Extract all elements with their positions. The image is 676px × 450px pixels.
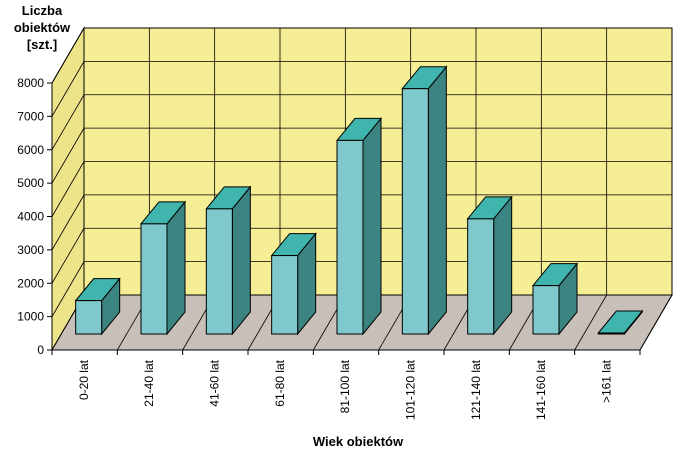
chart-bars <box>74 65 644 336</box>
y-tick-label: 8000 <box>17 76 44 90</box>
x-tick-label: 0-20 lat <box>77 359 91 400</box>
bar-8 <box>597 309 644 336</box>
y-axis-label-line-2: obiektów <box>14 20 71 35</box>
x-tick-label: 61-80 lat <box>273 359 287 406</box>
bar-2 <box>205 185 252 336</box>
y-tick-label: 0 <box>37 343 44 357</box>
bar-front <box>401 88 429 335</box>
y-tick-label: 6000 <box>17 143 44 157</box>
bar-3 <box>270 232 317 336</box>
bar-1 <box>139 200 187 336</box>
bar-front <box>597 332 625 335</box>
y-axis-label-line-1: Liczba <box>22 3 63 18</box>
y-axis-label-line-3: [szt.] <box>27 37 57 52</box>
bar-front <box>336 139 364 335</box>
y-tick-label: 7000 <box>17 109 44 123</box>
bar-side <box>362 117 382 336</box>
y-tick-label: 3000 <box>17 243 44 257</box>
bar-side <box>427 65 447 336</box>
x-tick-label: 21-40 lat <box>142 359 156 406</box>
gridline-side <box>51 94 85 150</box>
floor-divider <box>574 294 608 351</box>
gridline-side <box>51 194 85 251</box>
bar-0 <box>74 277 121 336</box>
bar-6 <box>466 195 513 336</box>
bar-front <box>140 223 168 335</box>
x-tick-label: 121-140 lat <box>469 359 483 420</box>
chart-axes <box>47 82 641 355</box>
bar-5 <box>401 65 448 336</box>
floor-divider <box>639 294 673 351</box>
bar-7 <box>531 262 579 336</box>
gridline-side <box>51 261 85 317</box>
x-axis-label: Wiek obiektów <box>313 434 404 449</box>
gridline-side <box>51 61 85 117</box>
bar-side <box>231 185 251 336</box>
bar-front <box>271 255 299 335</box>
x-tick-label: 101-120 lat <box>404 359 418 420</box>
x-tick-label: 41-60 lat <box>208 359 222 406</box>
y-tick-label: 4000 <box>17 210 44 224</box>
y-tick-label: 1000 <box>17 310 44 324</box>
gridline-side <box>51 127 85 184</box>
y-tick-label: 2000 <box>17 276 44 290</box>
bar-front <box>532 285 560 335</box>
x-tick-label: >161 lat <box>600 359 614 403</box>
y-tick-label: 5000 <box>17 176 44 190</box>
gridline-side <box>51 161 85 217</box>
bar-front <box>205 208 233 335</box>
x-tick-labels: 0-20 lat 21-40 lat 41-60 lat 61-80 lat 81-10… <box>77 359 614 420</box>
bar-front <box>467 218 495 335</box>
y-tick-labels: 0 1000 2000 3000 4000 5000 6000 7000 8000 <box>17 76 44 357</box>
gridline-side <box>51 27 85 84</box>
bar-side <box>166 200 186 336</box>
gridline-side <box>51 228 85 284</box>
bar-front <box>75 300 103 335</box>
bar-side <box>493 195 513 336</box>
x-tick-label: 81-100 lat <box>338 359 352 413</box>
bar-4 <box>335 117 383 336</box>
x-tick-label: 141-160 lat <box>534 359 548 420</box>
